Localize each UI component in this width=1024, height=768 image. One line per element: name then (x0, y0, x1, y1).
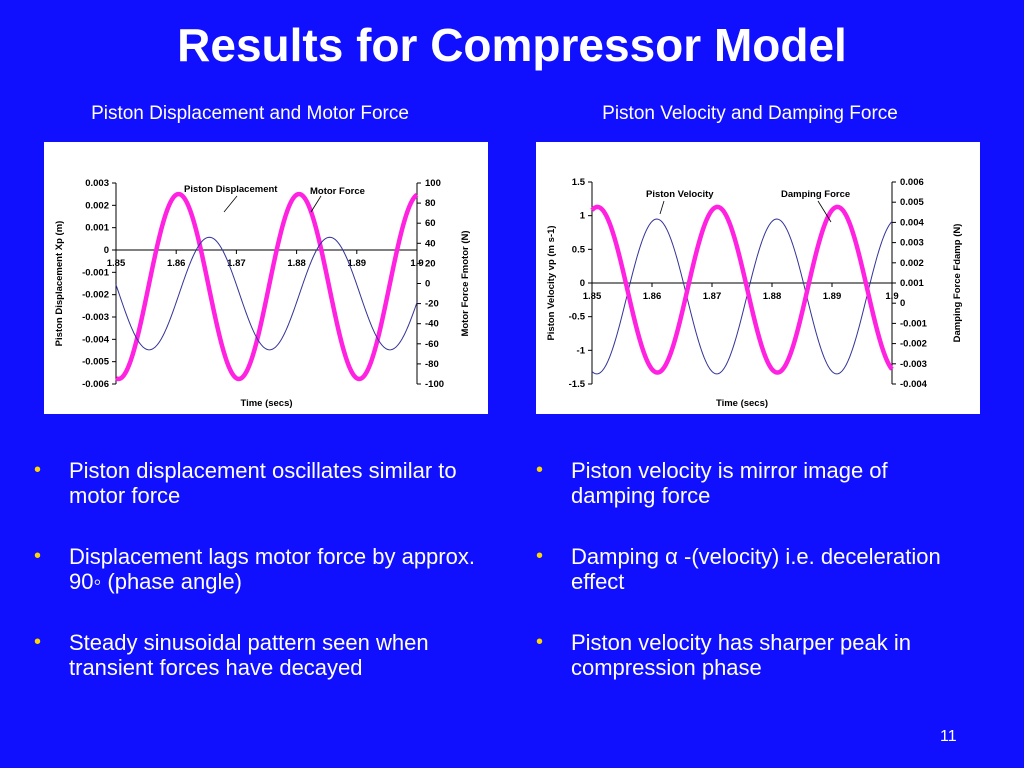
displacement-force-chart-svg: 0.003 0.002 0.001 0 -0.001 -0.002 -0.003 -0.004… (54, 178, 471, 409)
y2-tick-label: 0 (900, 298, 905, 309)
x-tick-label: 1.86 (643, 291, 662, 302)
y-tick-label: 0 (104, 245, 109, 256)
x-tick-label: 1.89 (823, 291, 842, 302)
displacement-force-chart: 0.003 0.002 0.001 0 -0.001 -0.002 -0.003 -0.004… (44, 142, 488, 414)
y-tick-label: -0.5 (569, 312, 586, 323)
y2-tick-label: 20 (425, 258, 436, 269)
left-chart-subtitle: Piston Displacement and Motor Force (91, 103, 409, 124)
series-line (590, 204, 894, 375)
y-tick-label: 0.5 (572, 244, 586, 255)
y2-tick-label: -20 (425, 299, 439, 310)
bullet-icon: • (536, 459, 544, 481)
series-line (115, 191, 419, 382)
series-label: Piston Velocity (646, 189, 714, 200)
y2-tick-label: -100 (425, 379, 444, 390)
y-tick-label: -1.5 (569, 379, 586, 390)
bullet-text: Piston displacement oscillates similar t… (69, 458, 457, 508)
series-label-pointer (223, 195, 238, 213)
y2-tick-label: -60 (425, 339, 439, 350)
velocity-damping-chart-svg: 1.5 1 0.5 0 -0.5 -1 -1.5 0.006 0.005 0.004 0.003 0.… (546, 177, 963, 409)
right-bullet-list: • Piston velocity is mirror image of damp… (536, 458, 976, 716)
x-tick-label: 1.85 (107, 258, 126, 269)
y2-axis-title: Motor Force Fmotor (N) (460, 230, 471, 336)
bullet-text: Piston velocity has sharper peak in comp… (571, 630, 911, 680)
slide-title: Results for Compressor Model (177, 19, 847, 71)
y-tick-label: 0.002 (85, 200, 109, 211)
y2-tick-label: -0.003 (900, 359, 927, 370)
list-item: • Piston velocity is mirror image of damp… (536, 458, 976, 508)
y2-tick-label: -0.001 (900, 318, 928, 329)
y-tick-label: -0.002 (82, 290, 109, 301)
series-label-pointer (659, 200, 665, 215)
x-tick-label: 1.85 (583, 291, 602, 302)
y2-axis-title: Damping Force Fdamp (N) (952, 224, 963, 343)
x-tick-label: 1.87 (703, 291, 722, 302)
series-label-pointer (310, 195, 322, 213)
y2-tick-label: -40 (425, 319, 439, 330)
y2-tick-label: 40 (425, 238, 436, 249)
list-item: • Piston displacement oscillates similar … (34, 458, 494, 508)
list-item: • Steady sinusoidal pattern seen when tra… (34, 630, 494, 680)
y2-tick-label: 80 (425, 198, 436, 209)
y2-tick-label: 0.005 (900, 197, 924, 208)
bullet-icon: • (536, 545, 544, 567)
bullet-icon: • (34, 459, 42, 481)
series-label: Damping Force (781, 189, 850, 200)
bullet-text: Displacement lags motor force by approx.… (69, 544, 475, 594)
y2-tick-label: 0.006 (900, 177, 924, 188)
bullet-text: Steady sinusoidal pattern seen when tran… (69, 630, 429, 680)
series-line (591, 218, 893, 375)
bullet-text: Piston velocity is mirror image of dampi… (571, 458, 888, 508)
y-tick-label: 0.001 (85, 223, 109, 234)
x-tick-label: 1.89 (348, 258, 367, 269)
right-chart-subtitle: Piston Velocity and Damping Force (602, 103, 898, 124)
bullet-icon: • (34, 631, 42, 653)
y2-tick-label: -0.004 (900, 379, 928, 390)
y2-tick-label: 0.001 (900, 278, 924, 289)
series-label-pointer (817, 200, 832, 223)
left-bullet-list: • Piston displacement oscillates similar … (34, 458, 494, 716)
y2-tick-label: -0.002 (900, 339, 927, 350)
y-axis-title: Piston Velocity vp (m s-1) (546, 225, 557, 340)
bullet-icon: • (34, 545, 42, 567)
page-number: 11 (940, 728, 957, 745)
y2-tick-label: 60 (425, 218, 436, 229)
x-tick-label: 1.87 (227, 258, 246, 269)
y2-tick-label: 0.003 (900, 238, 924, 249)
list-item: • Piston velocity has sharper peak in com… (536, 630, 976, 680)
y-tick-label: 0 (580, 278, 585, 289)
series-label: Piston Displacement (184, 184, 278, 195)
y-tick-label: -0.003 (82, 312, 109, 323)
y-tick-label: 0.003 (85, 178, 109, 189)
series-line (115, 236, 418, 351)
list-item: • Damping α -(velocity) i.e. deceleration… (536, 544, 976, 594)
y-tick-label: -1 (577, 345, 586, 356)
y-tick-label: 1.5 (572, 177, 586, 188)
y2-tick-label: 0.004 (900, 217, 924, 228)
bullet-text: Damping α -(velocity) i.e. deceleration … (571, 544, 941, 594)
y2-tick-label: -80 (425, 359, 439, 370)
x-tick-label: 1.86 (167, 258, 186, 269)
y2-tick-label: 0.002 (900, 258, 924, 269)
bullet-icon: • (536, 631, 544, 653)
list-item: • Displacement lags motor force by approx… (34, 544, 494, 594)
y2-tick-label: 0 (425, 279, 430, 290)
y-axis-title: Piston Displacement Xp (m) (54, 221, 65, 347)
x-tick-label: 1.9 (885, 291, 898, 302)
x-tick-label: 1.9 (410, 258, 423, 269)
x-axis-title: Time (secs) (240, 398, 292, 409)
y2-tick-label: 100 (425, 178, 441, 189)
y-tick-label: -0.004 (82, 334, 110, 345)
x-tick-label: 1.88 (763, 291, 782, 302)
x-tick-label: 1.88 (287, 258, 306, 269)
x-axis-title: Time (secs) (716, 398, 768, 409)
y-tick-label: -0.006 (82, 379, 109, 390)
y-tick-label: 1 (580, 211, 586, 222)
velocity-damping-chart: 1.5 1 0.5 0 -0.5 -1 -1.5 0.006 0.005 0.004 0.003 0.… (536, 142, 980, 414)
y-tick-label: -0.001 (82, 267, 110, 278)
series-label: Motor Force (310, 186, 365, 197)
y-tick-label: -0.005 (82, 357, 110, 368)
